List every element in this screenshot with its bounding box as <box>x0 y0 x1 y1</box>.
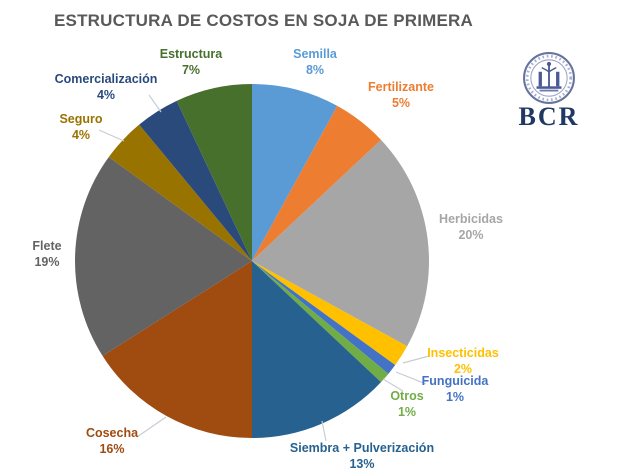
slice-label-text: Comercialización <box>54 72 158 86</box>
slice-label-text: Semilla <box>293 47 337 61</box>
slice-pct-text: 1% <box>397 405 417 419</box>
leader-line-insecticidas <box>402 355 430 364</box>
bcr-seal-icon <box>523 52 575 104</box>
slice-pct-text: 19% <box>34 255 60 269</box>
slice-pct-text: 4% <box>96 88 116 102</box>
slice-label-fertilizante: Fertilizante 5% <box>368 79 434 111</box>
slice-label-text: Estructura <box>159 47 223 61</box>
slice-pct-text: 1% <box>445 390 465 404</box>
pie-slice-6 <box>252 261 382 438</box>
slice-label-text: Otros <box>390 389 424 403</box>
slice-label-text: Seguro <box>59 112 103 126</box>
pie-slices <box>74 84 430 438</box>
slice-label-otros: Otros 1% <box>390 388 423 420</box>
pie-slice-11 <box>176 84 252 261</box>
slice-pct-text: 13% <box>349 457 375 471</box>
leader-lines <box>98 94 430 442</box>
bcr-logo: BCR <box>504 51 594 131</box>
slice-pct-text: 8% <box>305 63 325 77</box>
slice-label-herbicidas: Herbicidas 20% <box>439 211 503 243</box>
slice-pct-text: 5% <box>391 96 411 110</box>
pie-slice-4 <box>252 261 396 374</box>
slice-label-funguicida: Funguicida 1% <box>422 373 489 405</box>
pie-slice-0 <box>252 84 338 261</box>
leader-line-seguro <box>98 129 125 142</box>
slice-label-comercializacion: Comercialización 4% <box>55 71 158 103</box>
slice-pct-text: 16% <box>99 442 125 456</box>
slice-pct-text: 2% <box>453 362 473 376</box>
leader-line-funguicida <box>395 371 427 385</box>
pie-slice-10 <box>139 100 252 261</box>
slice-label-flete: Flete 19% <box>32 238 61 270</box>
leader-line-cosecha <box>136 416 167 438</box>
slice-label-text: Fertilizante <box>368 80 434 94</box>
leader-line-otros <box>382 378 404 392</box>
slice-pct-text: 4% <box>71 128 91 142</box>
slice-label-text: Cosecha <box>85 426 139 440</box>
pie-slice-9 <box>108 124 252 262</box>
slice-label-text: Flete <box>32 239 62 253</box>
slice-label-cosecha: Cosecha 16% <box>86 425 138 457</box>
slice-pct-text: 20% <box>458 228 484 242</box>
leader-line-comercializacion <box>148 94 162 113</box>
pie-slice-2 <box>252 139 430 347</box>
slice-label-text: Herbicidas <box>439 212 503 226</box>
slice-label-text: Funguicida <box>421 374 489 388</box>
slice-label-text: Insecticidas <box>427 346 499 360</box>
pie-slice-3 <box>252 261 408 366</box>
pie-slice-7 <box>102 261 252 438</box>
slice-label-seguro: Seguro 4% <box>59 111 102 143</box>
slice-label-text: Siembra + Pulverización <box>289 441 435 455</box>
leader-line-siembra <box>321 420 327 442</box>
slice-label-insecticidas: Insecticidas 2% <box>427 345 499 377</box>
pie-slice-5 <box>252 261 389 383</box>
chart-title: ESTRUCTURA DE COSTOS EN SOJA DE PRIMERA <box>54 11 473 30</box>
bcr-logo-text: BCR <box>518 102 580 131</box>
slice-label-estructura: Estructura 7% <box>160 46 223 78</box>
pie-slice-1 <box>252 105 382 261</box>
slice-label-siembra: Siembra + Pulverización 13% <box>290 440 434 472</box>
slice-pct-text: 7% <box>181 63 201 77</box>
pie-slice-8 <box>74 156 252 356</box>
slice-label-semilla: Semilla 8% <box>293 46 337 78</box>
